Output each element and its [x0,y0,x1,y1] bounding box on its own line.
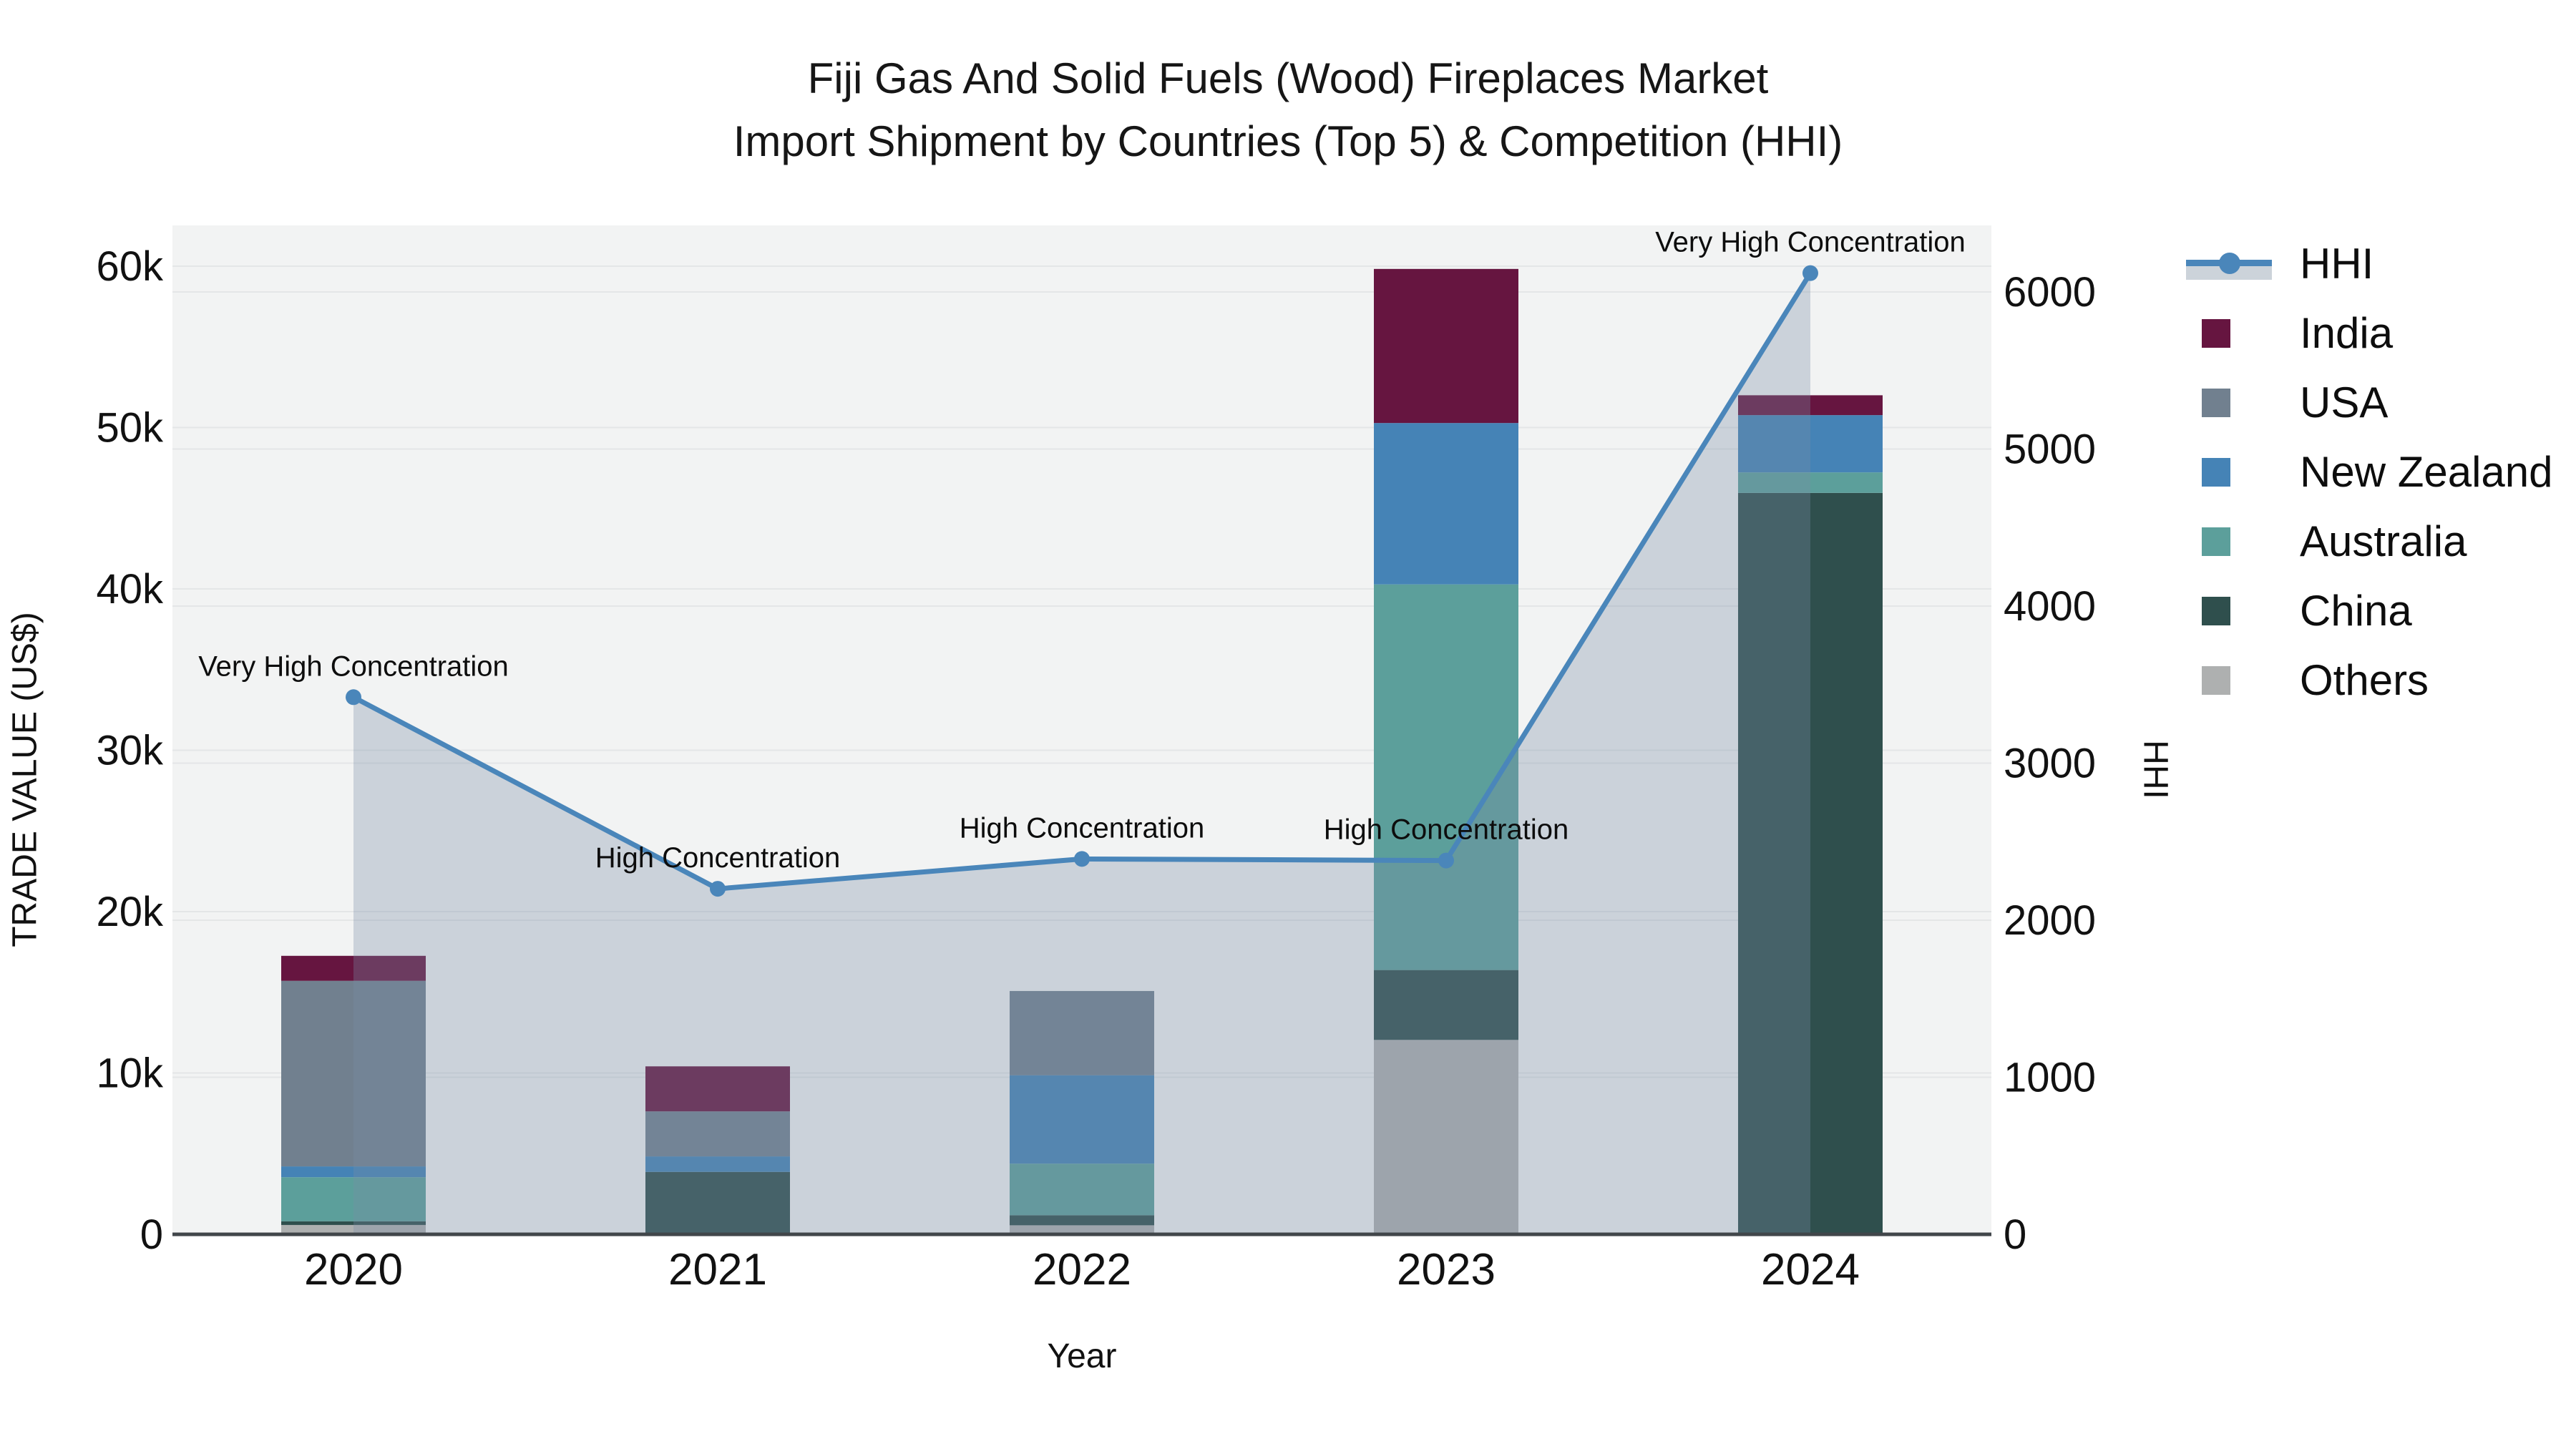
y-left-tick-label: 60k [96,243,164,290]
bar-segment-2023-china[interactable] [1374,970,1518,1040]
bar-segment-2021-india[interactable] [645,1066,790,1112]
bar-segment-2020-australia[interactable] [281,1177,426,1221]
chart-title-line1: Fiji Gas And Solid Fuels (Wood) Fireplac… [807,54,1769,102]
bar-segment-2023-australia[interactable] [1374,584,1518,970]
chart-title: Fiji Gas And Solid Fuels (Wood) Fireplac… [0,47,2576,173]
legend-label: Australia [2300,517,2467,565]
bar-segment-2022-china[interactable] [1010,1215,1154,1226]
legend-label: India [2300,309,2394,357]
hhi-marker-2021[interactable] [710,881,726,897]
legend-label: HHI [2300,240,2374,288]
bar-segment-2022-australia[interactable] [1010,1163,1154,1216]
bar-segment-2021-china[interactable] [645,1171,790,1234]
legend-label: USA [2300,379,2389,426]
bar-segment-2022-new-zealand[interactable] [1010,1075,1154,1164]
hhi-marker-2024[interactable] [1802,265,1818,281]
y-left-tick-label: 50k [96,405,164,452]
bar-segment-2024-india[interactable] [1738,395,1883,416]
bar-segment-2020-india[interactable] [281,955,426,981]
y-left-tick-label: 10k [96,1050,164,1097]
legend-label: China [2300,587,2412,635]
annotation-2021: High Concentration [595,842,840,874]
color-swatch-icon [2186,388,2275,417]
y-left-tick-label: 40k [96,566,164,613]
legend-item-china[interactable]: China [2186,576,2553,645]
y-axis-title-right: HHI [2136,740,2175,799]
x-axis-title: Year [1047,1337,1117,1375]
y-right-tick-label: 0 [2004,1211,2026,1258]
chart-title-line2: Import Shipment by Countries (Top 5) & C… [733,117,1843,165]
legend: HHI India USA New Zealand Australia China Othe… [2186,229,2553,715]
legend-item-india[interactable]: India [2186,298,2553,368]
bar-segment-2023-new-zealand[interactable] [1374,423,1518,585]
hhi-area-fill [353,273,1810,1234]
bar-segment-2020-others[interactable] [281,1224,426,1234]
legend-label: Others [2300,656,2429,704]
bar-segment-2022-usa[interactable] [1010,990,1154,1075]
bar-segment-2020-new-zealand[interactable] [281,1166,426,1178]
bar-segment-2024-new-zealand[interactable] [1738,415,1883,473]
x-tick-label-2023: 2023 [1397,1245,1496,1294]
bar-segment-2021-new-zealand[interactable] [645,1156,790,1172]
annotation-2024: Very High Concentration [1655,227,1966,258]
hhi-line-legend-icon [2186,248,2275,280]
bar-segment-2024-australia[interactable] [1738,472,1883,493]
annotation-2020: Very High Concentration [198,650,509,682]
y-axis-title-left: TRADE VALUE (US$) [6,612,44,947]
bar-segment-2020-usa[interactable] [281,980,426,1167]
hhi-marker-2020[interactable] [346,689,361,706]
hhi-marker-2023[interactable] [1438,852,1454,869]
bar-segment-2021-usa[interactable] [645,1111,790,1157]
legend-label: New Zealand [2300,448,2553,496]
bar-segment-2023-others[interactable] [1374,1040,1518,1234]
y-right-tick-label: 1000 [2004,1055,2096,1101]
legend-item-new-zealand[interactable]: New Zealand [2186,437,2553,507]
legend-item-hhi[interactable]: HHI [2186,229,2553,298]
y-right-tick-label: 6000 [2004,269,2096,316]
color-swatch-icon [2186,527,2275,556]
legend-item-usa[interactable]: USA [2186,368,2553,437]
y-right-tick-label: 5000 [2004,426,2096,473]
color-swatch-icon [2186,457,2275,487]
x-tick-label-2021: 2021 [668,1245,767,1294]
bar-segment-2022-others[interactable] [1010,1225,1154,1234]
annotation-2022: High Concentration [960,812,1204,844]
color-swatch-icon [2186,318,2275,348]
y-right-tick-label: 2000 [2004,897,2096,944]
x-tick-label-2024: 2024 [1761,1245,1860,1294]
annotation-2023: High Concentration [1324,814,1568,846]
legend-item-others[interactable]: Others [2186,645,2553,715]
y-right-tick-label: 4000 [2004,583,2096,630]
legend-item-australia[interactable]: Australia [2186,507,2553,576]
x-tick-label-2022: 2022 [1033,1245,1131,1294]
y-right-tick-label: 3000 [2004,741,2096,787]
bar-segment-2024-china[interactable] [1738,492,1883,1234]
bar-segment-2020-china[interactable] [281,1221,426,1225]
color-swatch-icon [2186,665,2275,695]
x-tick-label-2020: 2020 [304,1245,403,1294]
hhi-marker-2022[interactable] [1074,851,1090,867]
color-swatch-icon [2186,596,2275,625]
y-left-tick-label: 20k [96,889,164,935]
y-left-tick-label: 0 [140,1211,163,1258]
y-left-tick-label: 30k [96,728,164,774]
bar-segment-2023-india[interactable] [1374,268,1518,424]
